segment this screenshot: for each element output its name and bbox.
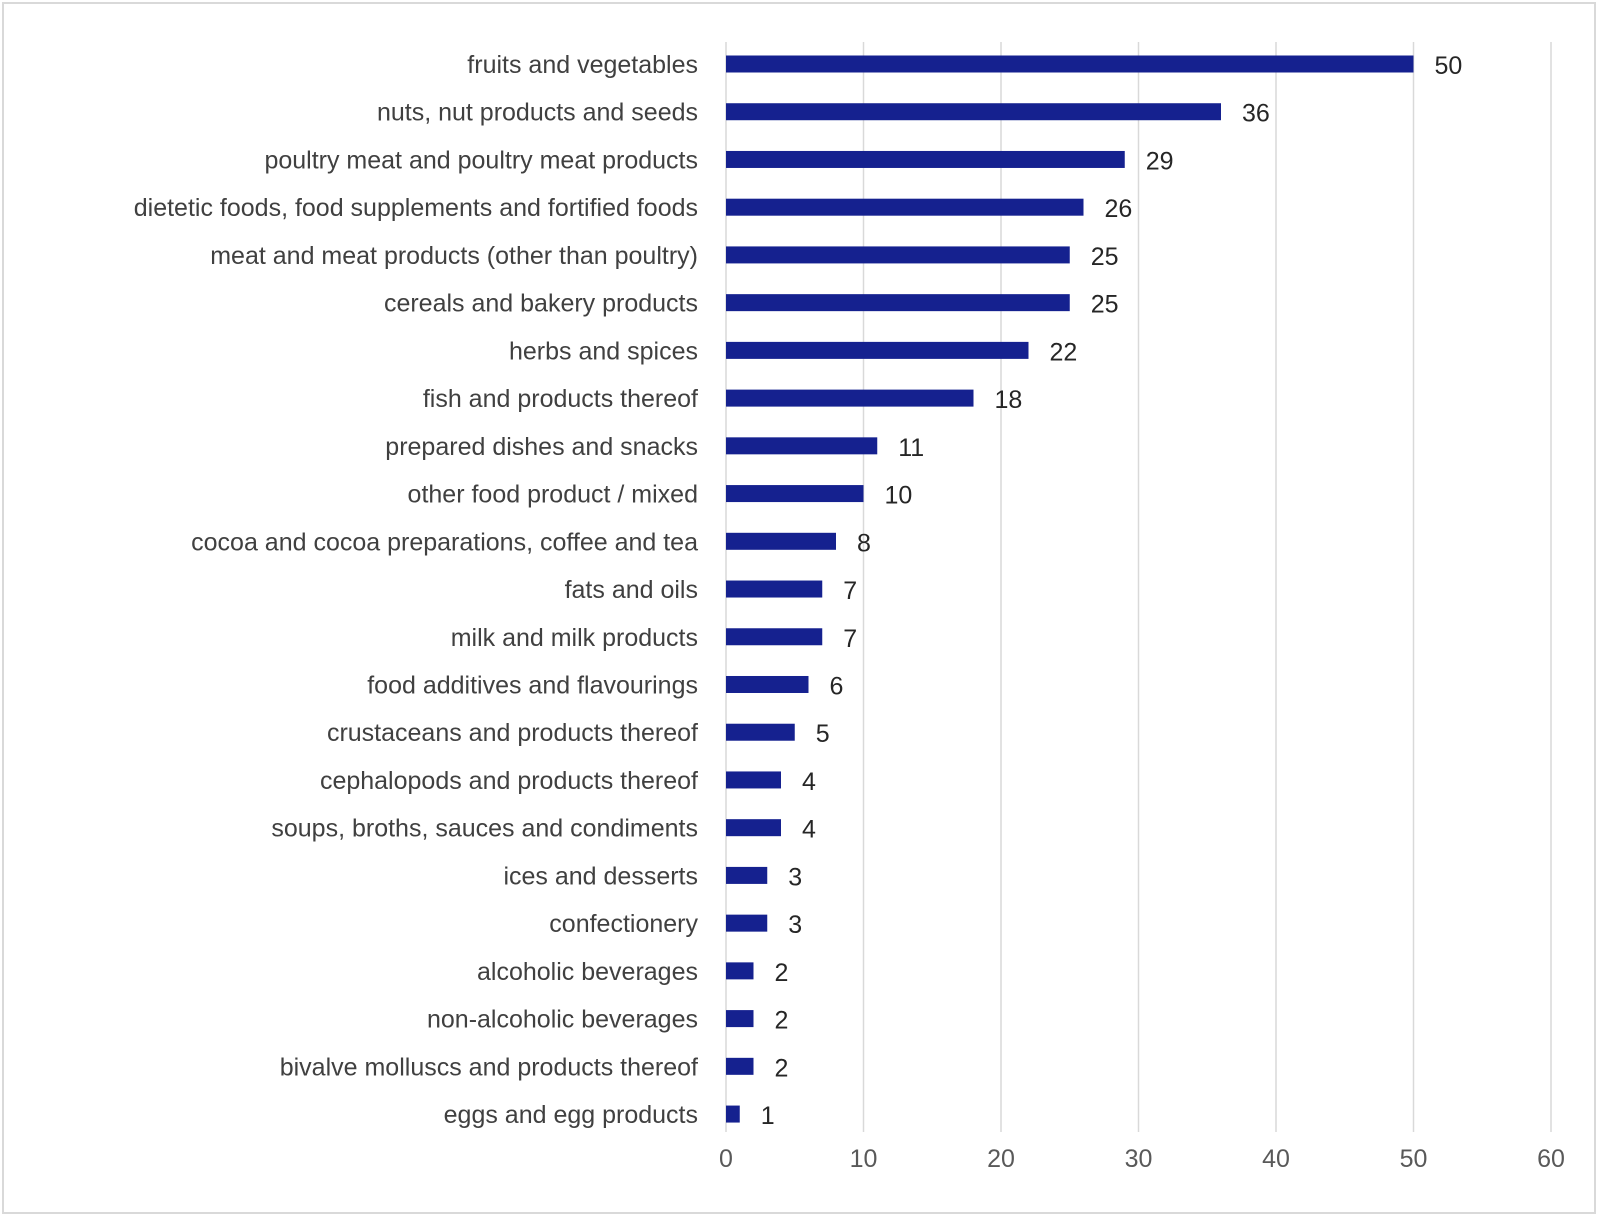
category-label-2: poultry meat and poultry meat products <box>264 146 698 174</box>
bar-chart: fruits and vegetables nuts, nut products … <box>134 42 1565 1173</box>
bars <box>726 55 1414 1123</box>
category-label-11: fats and oils <box>565 576 698 604</box>
x-tick-label-20: 20 <box>987 1145 1015 1173</box>
bar-17 <box>726 866 768 884</box>
bar-18 <box>726 914 768 932</box>
value-label-14: 5 <box>816 720 830 748</box>
value-label-1: 36 <box>1242 100 1270 128</box>
bar-14 <box>726 723 795 741</box>
x-tick-label-10: 10 <box>850 1145 878 1173</box>
bar-16 <box>726 819 781 837</box>
bar-5 <box>726 294 1070 312</box>
x-tick-label-30: 30 <box>1125 1145 1153 1173</box>
bar-12 <box>726 628 823 646</box>
value-label-22: 1 <box>761 1102 775 1130</box>
category-label-7: fish and products thereof <box>423 385 698 413</box>
value-label-9: 10 <box>885 482 913 510</box>
category-label-21: bivalve molluscs and products thereof <box>280 1053 698 1081</box>
category-label-17: ices and desserts <box>503 862 698 890</box>
category-label-0: fruits and vegetables <box>467 51 698 79</box>
category-label-12: milk and milk products <box>451 624 698 652</box>
category-labels: fruits and vegetables nuts, nut products … <box>134 51 699 1129</box>
category-label-8: prepared dishes and snacks <box>385 433 698 461</box>
category-label-14: crustaceans and products thereof <box>327 719 698 747</box>
category-label-15: cephalopods and products thereof <box>320 767 698 795</box>
category-label-1: nuts, nut products and seeds <box>377 99 698 127</box>
value-label-8: 11 <box>898 434 924 462</box>
value-label-4: 25 <box>1091 243 1119 271</box>
value-label-10: 8 <box>857 529 871 557</box>
x-tick-label-50: 50 <box>1400 1145 1428 1173</box>
bar-20 <box>726 1010 754 1028</box>
bar-9 <box>726 485 864 503</box>
category-label-18: confectionery <box>549 910 698 938</box>
bar-8 <box>726 437 878 455</box>
bar-21 <box>726 1057 754 1075</box>
value-label-16: 4 <box>802 816 816 844</box>
value-label-18: 3 <box>788 911 802 939</box>
bar-22 <box>726 1105 740 1123</box>
category-label-22: eggs and egg products <box>444 1101 698 1129</box>
bar-6 <box>726 341 1029 359</box>
category-label-20: non-alcoholic beverages <box>427 1006 698 1034</box>
x-tick-label-0: 0 <box>719 1145 733 1173</box>
bar-4 <box>726 246 1070 264</box>
x-tick-label-40: 40 <box>1262 1145 1290 1173</box>
bar-7 <box>726 389 974 407</box>
value-label-5: 25 <box>1091 291 1119 319</box>
x-tick-label-60: 60 <box>1537 1145 1565 1173</box>
bar-2 <box>726 150 1125 168</box>
value-label-12: 7 <box>843 625 857 653</box>
category-label-10: cocoa and cocoa preparations, coffee and… <box>191 528 698 556</box>
category-label-6: herbs and spices <box>509 337 698 365</box>
value-label-19: 2 <box>775 959 789 987</box>
grid-lines <box>725 42 1552 1132</box>
value-label-11: 7 <box>843 577 857 605</box>
category-label-9: other food product / mixed <box>408 481 698 509</box>
category-label-3: dietetic foods, food supplements and for… <box>134 194 698 222</box>
value-label-3: 26 <box>1105 195 1133 223</box>
bar-1 <box>726 103 1221 121</box>
bar-13 <box>726 675 809 693</box>
category-label-5: cereals and bakery products <box>384 290 698 318</box>
category-label-16: soups, broths, sauces and condiments <box>271 815 698 843</box>
value-label-17: 3 <box>788 863 802 891</box>
x-axis-tick-labels: 0 10 20 30 40 50 60 <box>719 1145 1565 1173</box>
bar-15 <box>726 771 781 789</box>
category-label-4: meat and meat products (other than poult… <box>210 242 698 270</box>
bar-3 <box>726 198 1084 216</box>
value-label-15: 4 <box>802 768 816 796</box>
value-label-2: 29 <box>1146 147 1174 175</box>
bar-10 <box>726 532 836 550</box>
value-label-13: 6 <box>830 672 844 700</box>
value-label-7: 18 <box>995 386 1023 414</box>
value-label-6: 22 <box>1050 338 1078 366</box>
value-label-20: 2 <box>775 1007 789 1035</box>
category-label-13: food additives and flavourings <box>367 671 698 699</box>
category-label-19: alcoholic beverages <box>477 958 698 986</box>
value-label-21: 2 <box>775 1054 789 1082</box>
bar-11 <box>726 580 823 598</box>
bar-19 <box>726 962 754 980</box>
bar-0 <box>726 55 1414 73</box>
value-label-0: 50 <box>1435 52 1463 80</box>
